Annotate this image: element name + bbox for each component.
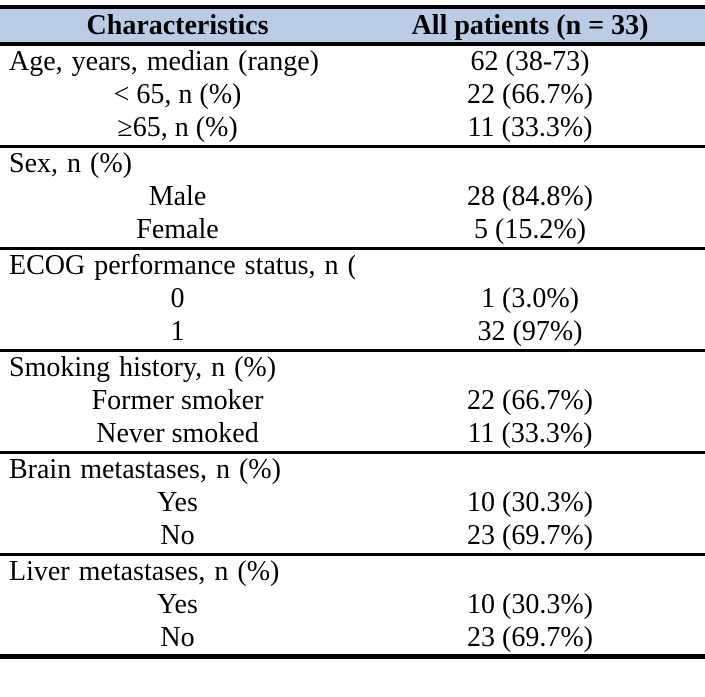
row-label: Yes — [157, 589, 198, 620]
header-row: Characteristics All patients (n = 33) — [0, 7, 705, 46]
row-label: Sex, n (%) — [9, 147, 132, 179]
table-row: Former smoker 22 (66.7%) — [0, 384, 705, 418]
table-row: Age, years, median (range) 62 (38-73) — [0, 44, 705, 78]
row-value — [355, 248, 705, 282]
table-section: Liver metastases, n (%) Yes 10 (30.3%) No 23… — [0, 554, 705, 657]
table-section: Smoking history, n (%) Former smoker 22 (6… — [0, 350, 705, 452]
table-section: Age, years, median (range) 62 (38-73) < 65… — [0, 44, 705, 146]
row-label: Age, years, median (range) — [9, 46, 319, 77]
row-label: Female — [136, 214, 219, 246]
row-label: Former smoker — [91, 385, 264, 416]
row-label: Yes — [157, 487, 198, 518]
row-label: ECOG performance status, n (%) — [9, 249, 355, 281]
table-row: No 23 (69.7%) — [0, 520, 705, 554]
table-row: Brain metastases, n (%) — [0, 452, 705, 486]
patient-characteristics-table: Characteristics All patients (n = 33) Ag… — [0, 5, 705, 659]
row-value: 10 (30.3%) — [467, 487, 593, 518]
row-value: 23 (69.7%) — [467, 520, 593, 552]
row-value — [355, 350, 705, 384]
row-value: 23 (69.7%) — [467, 622, 593, 653]
row-value: 10 (30.3%) — [467, 589, 593, 620]
table-row: Yes 10 (30.3%) — [0, 588, 705, 622]
table-row: No 23 (69.7%) — [0, 622, 705, 657]
row-label: No — [160, 520, 195, 552]
row-label: ≥65, n (%) — [117, 112, 238, 144]
row-value: 32 (97%) — [477, 316, 583, 348]
table-row: Never smoked 11 (33.3%) — [0, 418, 705, 452]
row-label: 0 — [170, 283, 185, 314]
table-row: 0 1 (3.0%) — [0, 282, 705, 316]
table-section: Brain metastases, n (%) Yes 10 (30.3%) No 23… — [0, 452, 705, 554]
row-value: 22 (66.7%) — [467, 79, 593, 110]
row-label: < 65, n (%) — [113, 79, 242, 110]
row-value: 62 (38-73) — [470, 46, 590, 77]
row-value: 11 (33.3%) — [467, 418, 593, 450]
table-row: ECOG performance status, n (%) — [0, 248, 705, 282]
row-value — [355, 146, 705, 180]
table-row: Female 5 (15.2%) — [0, 214, 705, 248]
row-value: 1 (3.0%) — [481, 283, 579, 314]
table-row: Yes 10 (30.3%) — [0, 486, 705, 520]
page: Characteristics All patients (n = 33) Ag… — [0, 5, 705, 659]
row-label: Brain metastases, n (%) — [9, 453, 281, 485]
table-header: Characteristics All patients (n = 33) — [0, 7, 705, 46]
row-label: No — [160, 622, 195, 653]
row-value — [355, 452, 705, 486]
row-value: 11 (33.3%) — [467, 112, 593, 144]
row-value: 28 (84.8%) — [467, 181, 593, 212]
table-row: Smoking history, n (%) — [0, 350, 705, 384]
table-section: Sex, n (%) Male 28 (84.8%) Female 5 (15.2%) — [0, 146, 705, 248]
table-row: Liver metastases, n (%) — [0, 554, 705, 588]
row-label: Never smoked — [96, 418, 259, 450]
table-row: Sex, n (%) — [0, 146, 705, 180]
row-label: Male — [148, 181, 207, 212]
row-label: 1 — [170, 316, 185, 348]
table-row: ≥65, n (%) 11 (33.3%) — [0, 112, 705, 146]
table-section: ECOG performance status, n (%) 0 1 (3.0%) 1… — [0, 248, 705, 350]
header-cell-characteristics: Characteristics — [0, 7, 355, 46]
header-cell-all-patients: All patients (n = 33) — [355, 7, 705, 46]
row-label: Smoking history, n (%) — [9, 351, 277, 383]
table-row: Male 28 (84.8%) — [0, 180, 705, 214]
table-row: < 65, n (%) 22 (66.7%) — [0, 78, 705, 112]
table-row: 1 32 (97%) — [0, 316, 705, 350]
row-label: Liver metastases, n (%) — [9, 555, 280, 587]
row-value — [355, 554, 705, 588]
row-value: 22 (66.7%) — [467, 385, 593, 416]
row-value: 5 (15.2%) — [474, 214, 586, 246]
